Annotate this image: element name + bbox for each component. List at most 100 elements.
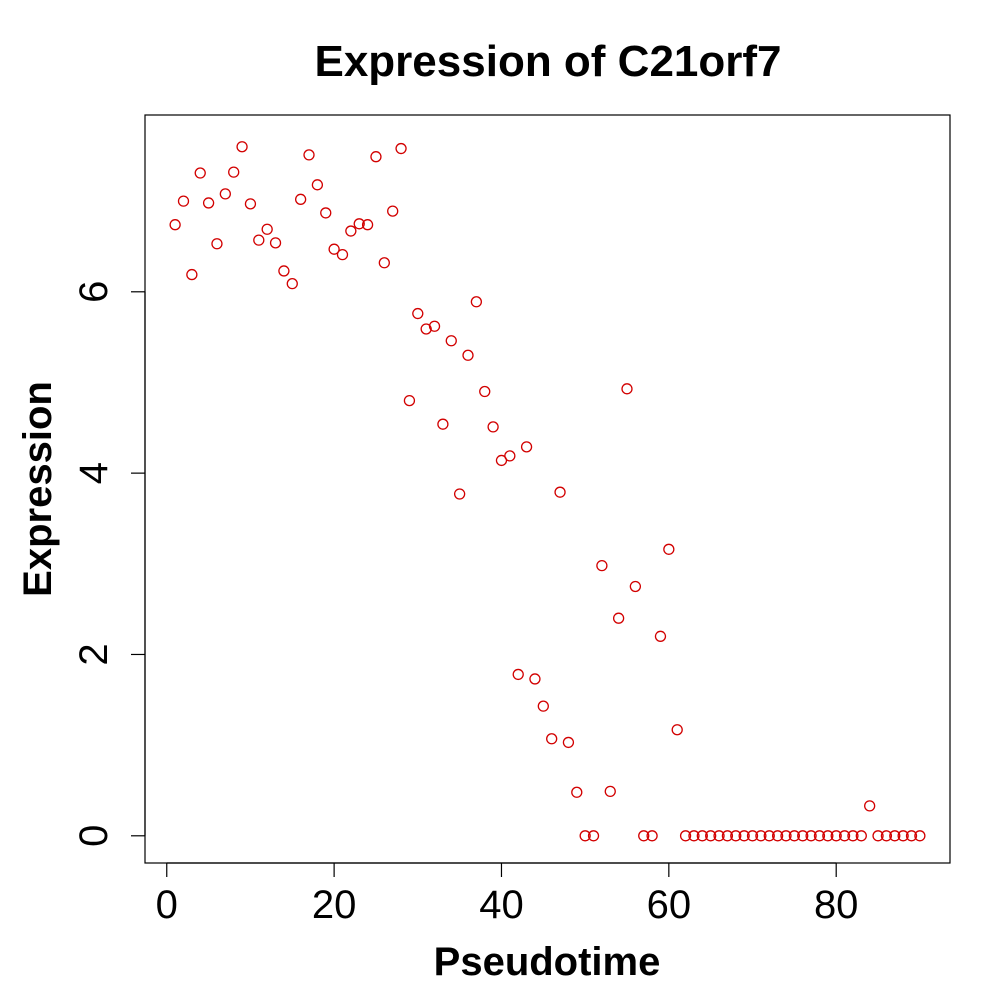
data-point <box>244 198 257 210</box>
data-point <box>278 265 290 277</box>
data-point <box>177 195 190 207</box>
data-point <box>320 207 332 219</box>
x-tick-label: 0 <box>156 883 178 927</box>
data-point <box>453 488 466 500</box>
data-point <box>738 830 750 842</box>
data-point <box>847 830 859 842</box>
data-point <box>880 830 893 842</box>
data-point <box>771 830 784 842</box>
x-tick-label: 60 <box>647 883 692 927</box>
y-tick-label: 4 <box>72 462 116 484</box>
data-point <box>219 188 231 200</box>
data-point <box>512 668 524 681</box>
data-point <box>269 237 282 249</box>
data-point <box>462 349 474 361</box>
data-point <box>286 277 298 290</box>
data-point <box>479 385 491 398</box>
data-point <box>403 394 416 407</box>
data-point <box>537 700 549 712</box>
data-point <box>671 724 683 736</box>
data-point <box>638 830 650 842</box>
data-point <box>487 421 499 433</box>
data-point <box>663 543 675 555</box>
data-point <box>353 218 365 230</box>
data-point <box>830 830 842 842</box>
x-tick-label: 20 <box>312 883 357 927</box>
data-point <box>797 830 809 842</box>
data-point <box>788 830 801 842</box>
data-point <box>897 830 909 842</box>
data-point <box>604 785 616 798</box>
data-point <box>780 830 792 842</box>
data-point <box>562 736 575 749</box>
data-point <box>905 830 918 842</box>
data-point <box>721 830 734 842</box>
data-point <box>529 673 541 685</box>
y-axis: 0 2 4 6 <box>72 281 146 847</box>
data-point <box>546 733 558 745</box>
data-point <box>705 830 717 842</box>
data-point <box>612 612 625 624</box>
data-point <box>328 243 340 255</box>
data-point <box>654 630 667 642</box>
data-point <box>428 320 441 332</box>
data-point <box>596 559 608 572</box>
data-point <box>236 141 248 153</box>
data-point <box>261 223 273 235</box>
data-point <box>872 830 884 842</box>
data-point <box>755 830 767 842</box>
data-point <box>822 830 834 842</box>
data-point <box>504 450 516 462</box>
data-point <box>621 383 633 395</box>
data-point <box>587 830 600 842</box>
data-point <box>395 142 407 155</box>
data-point <box>579 830 591 842</box>
data-point <box>763 830 775 842</box>
data-point <box>445 335 457 347</box>
x-axis-label: Pseudotime <box>434 940 661 984</box>
data-point <box>211 238 223 250</box>
plot-frame <box>144 114 951 864</box>
data-point <box>412 307 424 320</box>
x-tick-label: 40 <box>479 883 524 927</box>
data-point <box>361 219 374 231</box>
data-point <box>186 268 198 281</box>
data-point <box>855 830 867 842</box>
data-point <box>228 166 240 178</box>
data-point <box>370 151 382 163</box>
data-point <box>914 830 926 842</box>
data-point <box>571 786 583 798</box>
data-point <box>387 205 399 217</box>
data-point <box>889 830 901 842</box>
data-point <box>169 219 181 231</box>
data-point <box>202 197 215 209</box>
data-points <box>169 141 926 842</box>
data-point <box>688 830 700 842</box>
data-point <box>813 830 826 842</box>
y-tick-label: 2 <box>72 643 116 665</box>
data-point <box>864 800 876 812</box>
data-point <box>746 830 759 842</box>
data-point <box>294 193 307 205</box>
data-point <box>420 323 432 335</box>
y-axis-label: Expression <box>16 381 60 597</box>
data-point <box>345 225 357 237</box>
data-point <box>194 167 206 179</box>
data-point <box>520 441 533 453</box>
y-tick-label: 0 <box>72 825 116 847</box>
data-point <box>470 296 483 308</box>
data-point <box>696 830 708 842</box>
data-point <box>311 179 324 191</box>
data-point <box>646 830 658 842</box>
data-point <box>253 234 265 246</box>
data-point <box>554 486 566 498</box>
data-point <box>336 248 349 261</box>
x-axis: 0 20 40 60 80 <box>156 862 858 927</box>
data-point <box>437 418 449 430</box>
data-point <box>679 830 692 842</box>
data-point <box>713 830 725 842</box>
data-point <box>805 830 817 842</box>
data-point <box>303 149 315 161</box>
y-tick-label: 6 <box>72 281 116 303</box>
